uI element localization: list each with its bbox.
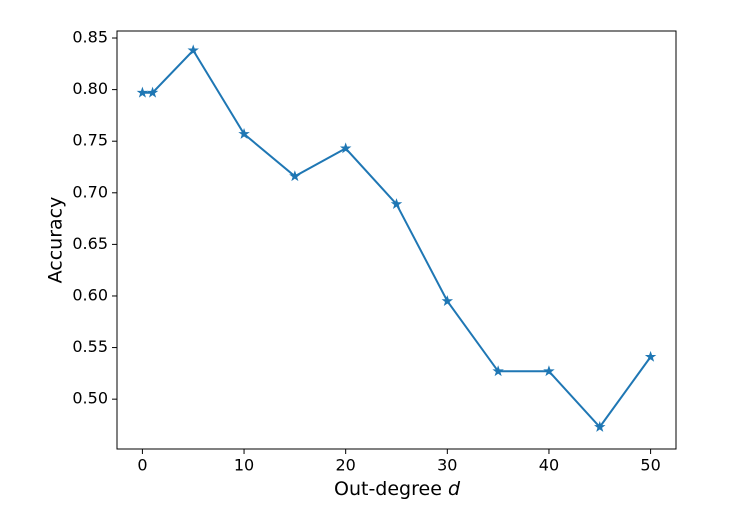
x-tick-label: 30 <box>437 456 457 475</box>
x-tick-label: 40 <box>539 456 559 475</box>
x-tick-label: 20 <box>336 456 356 475</box>
y-tick-label: 0.85 <box>72 28 108 47</box>
y-tick-label: 0.75 <box>72 131 108 150</box>
y-tick-label: 0.70 <box>72 182 108 201</box>
y-tick-label: 0.50 <box>72 389 108 408</box>
x-axis-label: Out-degree d <box>334 478 461 500</box>
point-marker <box>492 365 504 377</box>
plot-frame <box>116 30 677 450</box>
point-marker <box>339 142 352 154</box>
series-line <box>142 48 652 429</box>
point-marker <box>594 420 606 432</box>
y-tick-label: 0.60 <box>72 285 108 304</box>
point-marker <box>390 198 403 210</box>
x-label-variable: d <box>448 478 461 500</box>
point-marker <box>238 127 250 139</box>
y-tick-label: 0.55 <box>72 337 108 356</box>
x-tick-label: 50 <box>640 456 660 475</box>
x-label-text: Out-degree <box>334 478 442 500</box>
point-marker <box>644 350 657 362</box>
point-marker <box>543 365 555 377</box>
point-marker <box>441 295 454 307</box>
x-tick-label: 10 <box>234 456 254 475</box>
y-tick-label: 0.65 <box>72 234 108 253</box>
x-tick-label: 0 <box>137 456 147 475</box>
y-tick-label: 0.80 <box>72 79 108 98</box>
point-marker <box>136 86 149 98</box>
point-marker <box>289 170 301 182</box>
point-marker <box>187 44 199 56</box>
y-axis-label: Accuracy <box>45 197 67 284</box>
point-marker <box>146 86 159 98</box>
